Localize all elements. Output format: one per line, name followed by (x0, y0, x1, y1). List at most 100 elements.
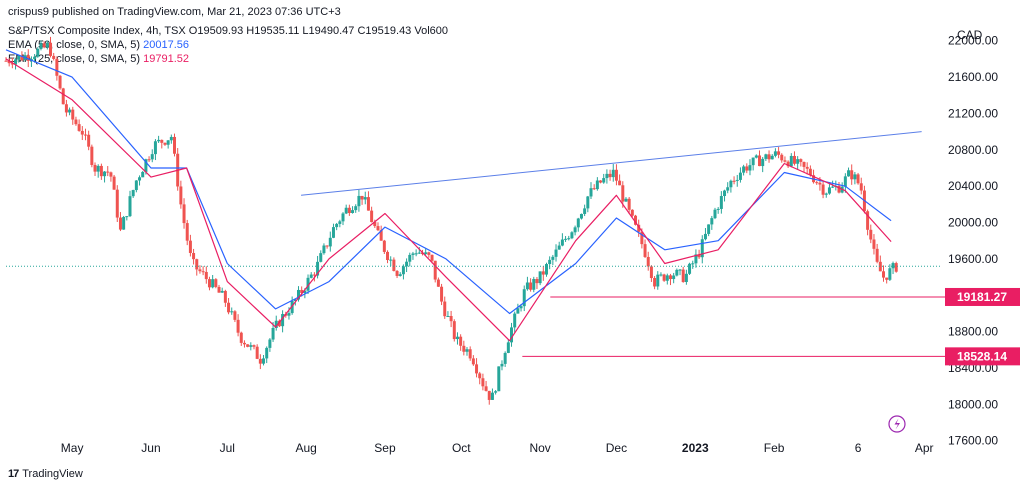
candle-body (672, 275, 676, 280)
alert-icon[interactable] (888, 415, 906, 433)
candle-body (347, 207, 351, 213)
candle-body (338, 221, 342, 224)
candle-body (535, 278, 539, 284)
candle-body (405, 261, 409, 267)
candle-body (602, 178, 606, 183)
candle-body (459, 336, 463, 346)
candle-body (656, 274, 660, 287)
candle-body (599, 180, 603, 183)
candle-body (398, 274, 402, 276)
candle-body (71, 109, 75, 120)
candle-body (17, 55, 21, 60)
candle-body (443, 301, 447, 317)
support-price-badge (945, 287, 1020, 306)
candle-body (510, 327, 514, 343)
ema25-label: EMA (25, close, 0, SMA, 5) (8, 53, 141, 65)
symbol-ohlc-line: S&P/TSX Composite Index, 4h, TSX O19509.… (8, 25, 448, 37)
ohlc-low: L19490.47 (302, 25, 355, 37)
candle-body (55, 58, 59, 76)
ema25-legend[interactable]: EMA (25, close, 0, SMA, 5) 19791.52 (8, 53, 189, 65)
candle-body (653, 278, 657, 287)
candle-body (297, 289, 300, 300)
candle-body (163, 142, 167, 145)
tradingview-logo-icon: 17 (8, 468, 19, 480)
y-tick-label: 20800.00 (948, 143, 998, 157)
candle-body (357, 195, 361, 207)
candle-body (7, 60, 11, 64)
candle-body (328, 237, 332, 247)
candle-body (468, 349, 472, 359)
candle-body (185, 223, 189, 241)
ema25-value: 19791.52 (143, 53, 190, 65)
ohlc-close: C19519.43 (357, 25, 412, 37)
candle-body (843, 176, 847, 187)
candle-body (424, 252, 428, 255)
volume: Vol600 (414, 25, 449, 37)
candle-body (303, 290, 307, 293)
candle-body (783, 160, 787, 162)
candle-body (824, 193, 828, 195)
candle-body (847, 170, 851, 177)
candle-body (688, 263, 692, 274)
candle-body (592, 188, 596, 190)
candle-body (427, 252, 431, 255)
x-tick-label: Apr (915, 441, 934, 455)
candle-body (160, 139, 164, 143)
candle-body (430, 254, 434, 261)
candle-body (831, 186, 835, 188)
candle-body (821, 184, 825, 195)
candle-body (525, 282, 529, 290)
candle-body (379, 230, 383, 241)
x-tick-label: Aug (295, 441, 316, 455)
candle-body (392, 259, 396, 271)
candle-body (878, 261, 882, 272)
candle-body (475, 364, 479, 374)
candle-body (576, 218, 580, 228)
candle-body (678, 269, 682, 271)
candles-layer (4, 36, 898, 405)
candle-body (223, 290, 227, 303)
candle-body (106, 171, 110, 173)
candle-body (45, 42, 49, 48)
candle-body (497, 366, 501, 392)
candle-body (522, 289, 526, 307)
resistance-trendline[interactable] (300, 131, 922, 196)
ema25-line[interactable] (5, 58, 892, 342)
candle-body (742, 166, 746, 173)
symbol-name[interactable]: S&P/TSX Composite Index, 4h, TSX (8, 25, 186, 37)
y-tick-label: 21600.00 (948, 70, 998, 84)
candle-body (341, 213, 345, 222)
candle-body (738, 172, 742, 180)
y-tick-label: 18800.00 (948, 325, 998, 339)
candle-body (729, 180, 733, 188)
candle-body (541, 271, 545, 275)
candle-body (115, 189, 119, 218)
candle-body (869, 229, 873, 240)
candle-body (634, 215, 638, 225)
candle-body (627, 198, 631, 210)
x-tick-label: 2023 (682, 441, 709, 455)
candle-body (796, 159, 800, 164)
candle-body (818, 182, 822, 185)
candle-body (570, 232, 574, 239)
ema50-line[interactable] (5, 49, 892, 315)
candle-body (316, 261, 320, 276)
candle-body (735, 179, 739, 181)
candle-body (665, 275, 669, 281)
y-tick-label: 18000.00 (948, 397, 998, 411)
tradingview-footer[interactable]: 17 TradingView (8, 468, 83, 480)
candle-body (436, 279, 440, 287)
candle-body (236, 319, 240, 333)
candle-body (551, 256, 555, 260)
candle-body (866, 211, 870, 230)
candle-body (49, 42, 53, 56)
candle-body (764, 154, 768, 159)
candle-body (265, 347, 269, 359)
candle-body (462, 345, 466, 352)
y-tick-label: 20000.00 (948, 216, 998, 230)
candle-body (293, 299, 297, 301)
candle-body (433, 260, 437, 280)
candle-body (802, 161, 806, 167)
candle-body (630, 209, 634, 216)
